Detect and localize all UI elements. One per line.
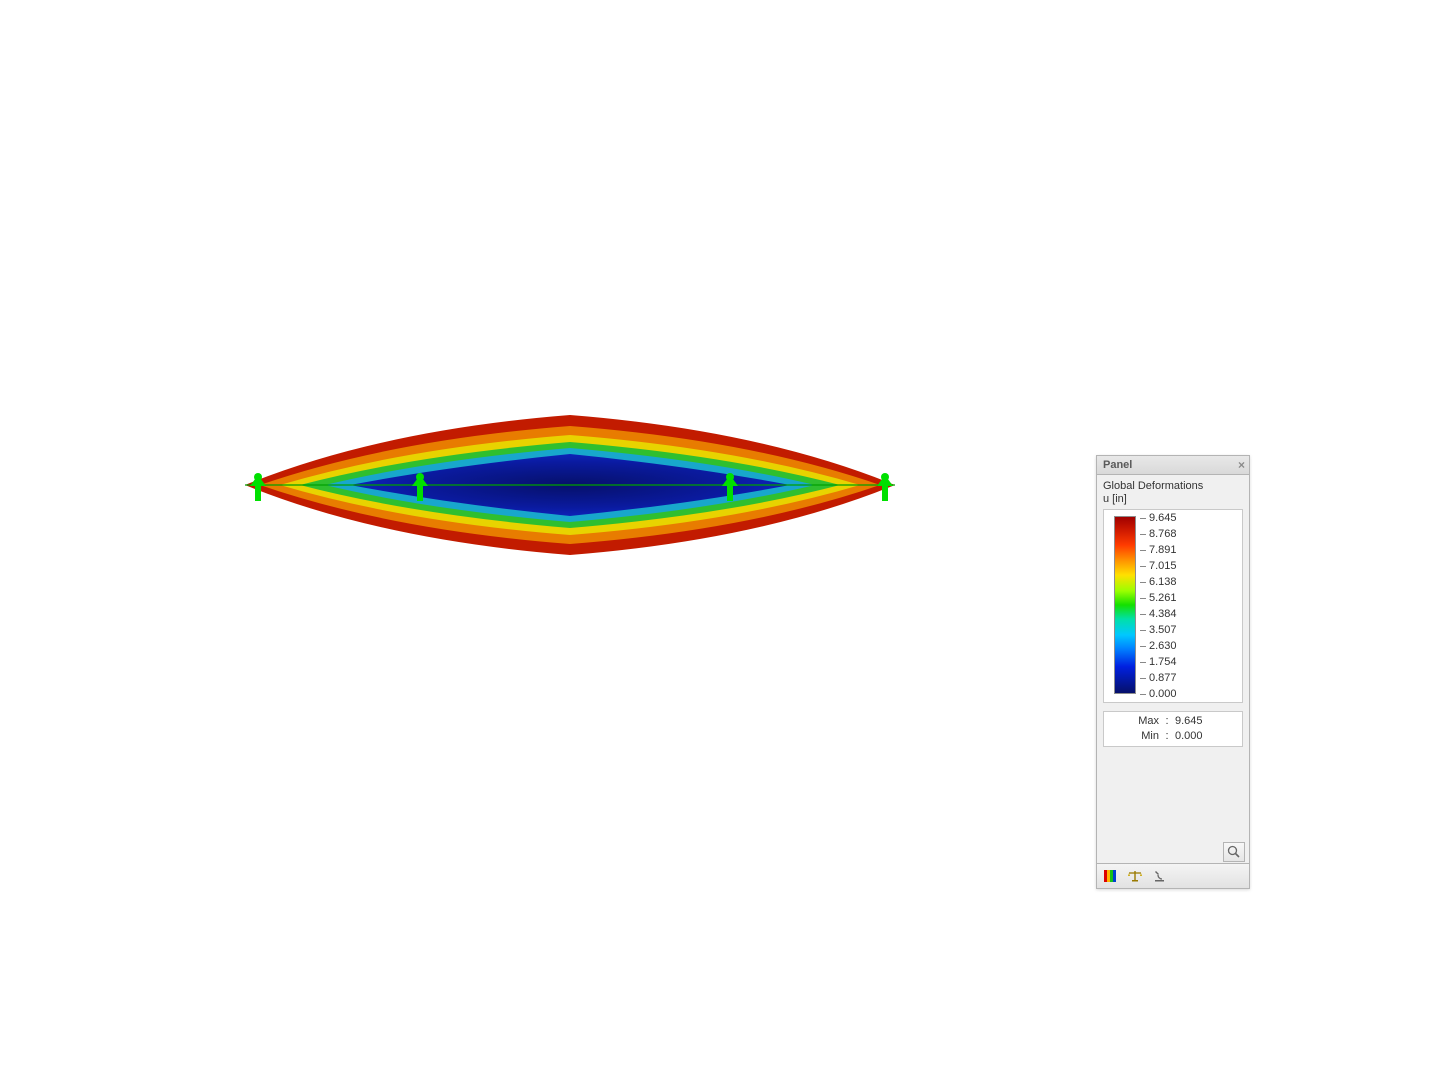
support-arrow [718,472,742,502]
panel-toolstrip [1097,863,1249,888]
support-arrow [246,472,270,502]
legend-tick-label: 7.015 [1149,560,1177,572]
stats-max-value: 9.645 [1175,714,1215,729]
stats-min: Min : 0.000 [1110,729,1236,744]
legend-tick-label: 5.261 [1149,592,1177,604]
legend-tick: 6.138 [1140,577,1177,587]
legend-tick-label: 3.507 [1149,624,1177,636]
colorbar-tool-button[interactable] [1101,867,1121,885]
legend-tick-label: 2.630 [1149,640,1177,652]
panel-body: Global Deformations u [in] 9.645 8.768 7.8… [1097,475,1249,753]
microscope-tool-button[interactable] [1149,867,1169,885]
legend-colorbar [1114,516,1136,694]
legend-tick-label: 0.000 [1149,688,1177,700]
legend: 9.645 8.768 7.891 7.015 6.138 5.261 4.384 3.507… [1103,509,1243,703]
legend-tick: 0.877 [1140,673,1177,683]
balance-tool-button[interactable] [1125,867,1145,885]
panel-title: Panel [1103,459,1132,471]
balance-icon [1128,870,1142,882]
legend-tick: 1.754 [1140,657,1177,667]
legend-tick: 2.630 [1140,641,1177,651]
stats-max: Max : 9.645 [1110,714,1236,729]
legend-tick: 5.261 [1140,593,1177,603]
legend-tick: 3.507 [1140,625,1177,635]
legend-ticks: 9.645 8.768 7.891 7.015 6.138 5.261 4.384 3.507… [1140,516,1240,696]
support-arrow [408,472,432,502]
legend-tick: 7.015 [1140,561,1177,571]
zoom-button[interactable] [1223,842,1245,862]
stats-max-label: Max [1131,714,1159,729]
legend-tick-label: 1.754 [1149,656,1177,668]
results-panel: Panel × Global Deformations u [in] 9.645… [1096,455,1250,889]
legend-tick-label: 4.384 [1149,608,1177,620]
legend-tick-label: 0.877 [1149,672,1177,684]
legend-tick: 8.768 [1140,529,1177,539]
legend-tick: 7.891 [1140,545,1177,555]
support-arrow [873,472,897,502]
panel-titlebar[interactable]: Panel × [1097,456,1249,475]
close-icon[interactable]: × [1238,459,1245,471]
panel-heading: Global Deformations [1103,479,1243,493]
legend-tick-label: 8.768 [1149,528,1177,540]
stats-box: Max : 9.645 Min : 0.000 [1103,711,1243,747]
deformation-plot [240,400,900,570]
legend-tick: 9.645 [1140,513,1177,523]
stats-min-value: 0.000 [1175,729,1215,744]
panel-unit-label: u [in] [1103,493,1243,505]
legend-tick-label: 6.138 [1149,576,1177,588]
microscope-icon [1152,870,1166,882]
deformation-svg [240,400,900,570]
legend-tick: 0.000 [1140,689,1177,699]
zoom-icon [1227,845,1241,859]
legend-tick-label: 9.645 [1149,512,1177,524]
legend-tick: 4.384 [1140,609,1177,619]
legend-tick-label: 7.891 [1149,544,1177,556]
colorbar-icon [1104,870,1118,882]
stats-min-label: Min [1131,729,1159,744]
